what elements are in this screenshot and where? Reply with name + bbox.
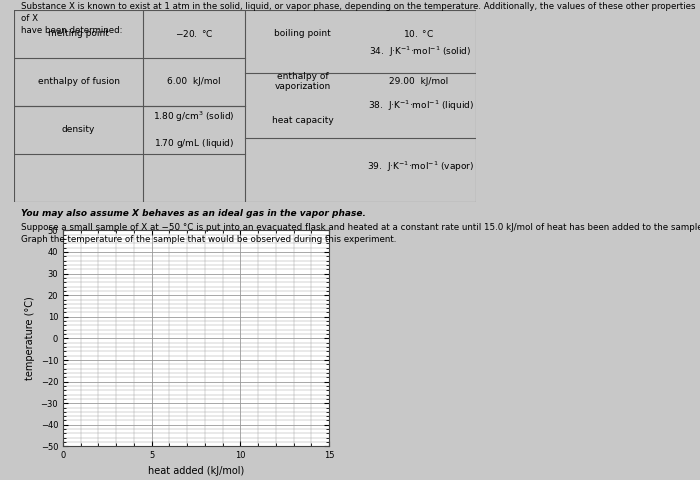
X-axis label: heat added (kJ/mol): heat added (kJ/mol): [148, 466, 244, 476]
Text: 39.  J·K$^{-1}$·mol$^{-1}$ (vapor): 39. J·K$^{-1}$·mol$^{-1}$ (vapor): [367, 160, 474, 174]
Text: 34.  J·K$^{-1}$·mol$^{-1}$ (solid): 34. J·K$^{-1}$·mol$^{-1}$ (solid): [370, 45, 472, 59]
Text: melting point: melting point: [48, 29, 109, 38]
Y-axis label: temperature (°C): temperature (°C): [25, 297, 35, 380]
Text: 38.  J·K$^{-1}$·mol$^{-1}$ (liquid): 38. J·K$^{-1}$·mol$^{-1}$ (liquid): [368, 98, 474, 113]
Text: enthalpy of
vaporization: enthalpy of vaporization: [274, 72, 331, 91]
Text: $10.$ °C: $10.$ °C: [402, 28, 434, 39]
Text: density: density: [62, 125, 95, 134]
Text: heat capacity: heat capacity: [272, 117, 334, 125]
Text: $-20.$ °C: $-20.$ °C: [175, 28, 214, 39]
Text: You may also assume X behaves as an ideal gas in the vapor phase.: You may also assume X behaves as an idea…: [21, 209, 366, 218]
Text: 29.00  kJ/mol: 29.00 kJ/mol: [389, 77, 448, 86]
Text: 6.00  kJ/mol: 6.00 kJ/mol: [167, 77, 221, 86]
Text: boiling point: boiling point: [274, 29, 331, 38]
Text: Suppose a small sample of X at −50 °C is put into an evacuated flask and heated : Suppose a small sample of X at −50 °C is…: [21, 223, 700, 244]
Text: enthalpy of fusion: enthalpy of fusion: [38, 77, 120, 86]
Text: $1.80$ g/cm$^3$ (solid): $1.80$ g/cm$^3$ (solid): [153, 110, 235, 124]
Text: Substance X is known to exist at 1 atm in the solid, liquid, or vapor phase, dep: Substance X is known to exist at 1 atm i…: [21, 2, 696, 35]
Text: $1.70$ g/mL (liquid): $1.70$ g/mL (liquid): [154, 137, 234, 151]
